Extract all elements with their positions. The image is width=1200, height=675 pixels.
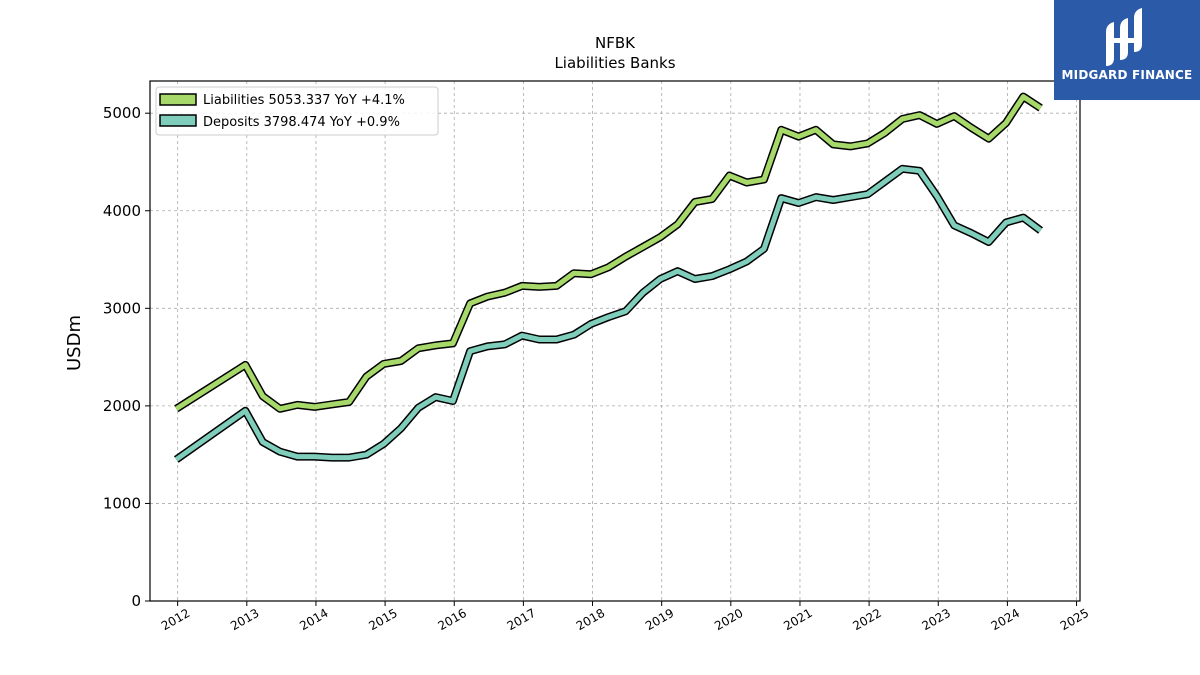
legend-swatch-deposits (159, 114, 197, 127)
x-tick-label: 2020 (712, 606, 745, 633)
series-line-deposits (174, 166, 1043, 462)
legend-label-liabilities: Liabilities 5053.337 YoY +4.1% (203, 93, 405, 108)
x-tick-label: 2016 (436, 606, 469, 633)
y-tick-label: 4000 (103, 202, 141, 220)
y-tick-label: 5000 (103, 104, 141, 122)
series-outline-liabilities (174, 92, 1043, 413)
x-tick-label: 2015 (366, 606, 399, 633)
plot-frame (149, 80, 1081, 602)
y-tick-label: 3000 (103, 299, 141, 317)
y-axis-label: USDm (64, 315, 85, 371)
x-tick-label: 2022 (850, 606, 883, 633)
midgard-logo-icon (1106, 8, 1142, 66)
y-axis: 0 1000 2000 3000 4000 5000 (103, 104, 150, 610)
x-tick-label: 2018 (574, 606, 607, 633)
y-tick-label: 2000 (103, 397, 141, 415)
grid (150, 81, 1080, 602)
x-tick-label: 2014 (297, 606, 330, 633)
legend: Liabilities 5053.337 YoY +4.1% Deposits … (155, 86, 439, 136)
x-tick-label: 2012 (159, 606, 192, 633)
midgard-finance-logo: MIDGARD FINANCE (1054, 0, 1200, 100)
series-line-liabilities (174, 94, 1042, 412)
series-lines (173, 92, 1043, 463)
x-tick-label: 2024 (989, 606, 1022, 633)
legend-swatch-liabilities (159, 93, 197, 106)
x-tick-label: 2021 (781, 606, 814, 633)
x-tick-label: 2025 (1058, 606, 1091, 633)
x-tick-label: 2023 (920, 606, 953, 633)
logo-text: MIDGARD FINANCE (1061, 68, 1193, 82)
legend-box (155, 86, 439, 136)
legend-label-deposits: Deposits 3798.474 YoY +0.9% (203, 115, 400, 130)
x-tick-label: 2013 (228, 606, 261, 633)
series-outline-deposits (173, 164, 1043, 463)
y-tick-label: 1000 (103, 494, 141, 512)
y-tick-label: 0 (131, 592, 141, 610)
chart-subtitle: Liabilities Banks (554, 54, 675, 72)
x-tick-label: 2017 (505, 606, 538, 633)
x-axis: 2012 2013 2014 2015 2016 2017 2018 2019 2020 2021… (159, 601, 1091, 633)
chart-title: NFBK (595, 34, 636, 52)
x-tick-label: 2019 (643, 606, 676, 633)
